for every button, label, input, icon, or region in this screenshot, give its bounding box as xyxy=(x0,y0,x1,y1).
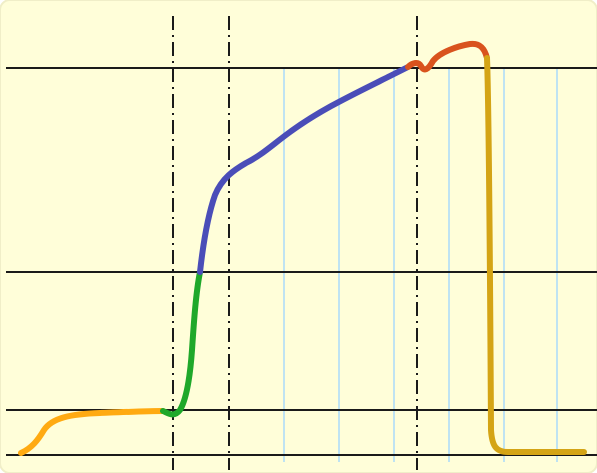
curve-region-steep xyxy=(160,269,203,418)
light-vertical-lines xyxy=(283,68,558,462)
curve-region-initial xyxy=(18,408,166,456)
curve-region-plastic xyxy=(197,64,411,275)
curve xyxy=(18,40,587,456)
curve-region-drop xyxy=(484,55,587,455)
curve-region-peak xyxy=(405,40,490,73)
horizontal-lines xyxy=(6,67,597,456)
dashdot-lines xyxy=(172,16,418,470)
